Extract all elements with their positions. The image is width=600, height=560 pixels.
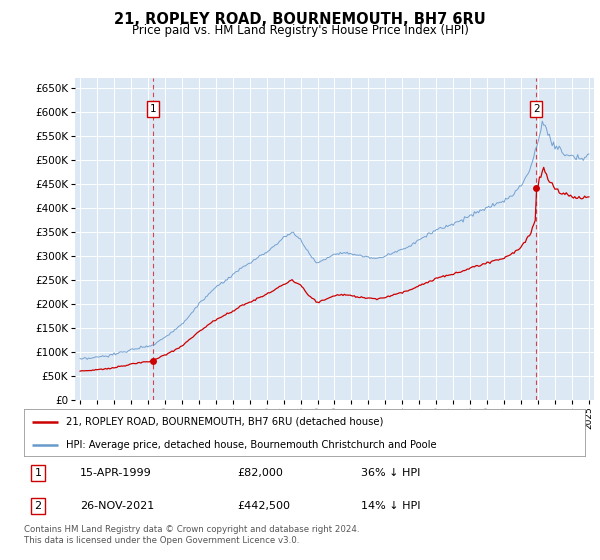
Text: Price paid vs. HM Land Registry's House Price Index (HPI): Price paid vs. HM Land Registry's House …	[131, 24, 469, 37]
Text: 21, ROPLEY ROAD, BOURNEMOUTH, BH7 6RU (detached house): 21, ROPLEY ROAD, BOURNEMOUTH, BH7 6RU (d…	[66, 417, 383, 427]
Text: 1: 1	[149, 104, 156, 114]
Text: 21, ROPLEY ROAD, BOURNEMOUTH, BH7 6RU: 21, ROPLEY ROAD, BOURNEMOUTH, BH7 6RU	[114, 12, 486, 27]
Text: Contains HM Land Registry data © Crown copyright and database right 2024.
This d: Contains HM Land Registry data © Crown c…	[24, 525, 359, 545]
Text: 2: 2	[34, 501, 41, 511]
Text: £82,000: £82,000	[237, 468, 283, 478]
Text: 15-APR-1999: 15-APR-1999	[80, 468, 152, 478]
Text: 1: 1	[35, 468, 41, 478]
Text: HPI: Average price, detached house, Bournemouth Christchurch and Poole: HPI: Average price, detached house, Bour…	[66, 440, 437, 450]
Text: 36% ↓ HPI: 36% ↓ HPI	[361, 468, 420, 478]
Text: 26-NOV-2021: 26-NOV-2021	[80, 501, 154, 511]
Text: £442,500: £442,500	[237, 501, 290, 511]
Text: 2: 2	[533, 104, 539, 114]
Text: 14% ↓ HPI: 14% ↓ HPI	[361, 501, 420, 511]
